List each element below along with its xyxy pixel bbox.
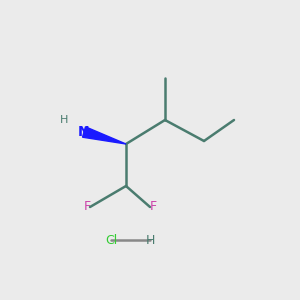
Text: N: N [78, 125, 90, 139]
Text: Cl: Cl [105, 233, 117, 247]
Text: F: F [83, 200, 91, 214]
Text: H: H [60, 115, 69, 125]
Polygon shape [82, 127, 126, 144]
Text: F: F [149, 200, 157, 214]
Text: H: H [145, 233, 155, 247]
